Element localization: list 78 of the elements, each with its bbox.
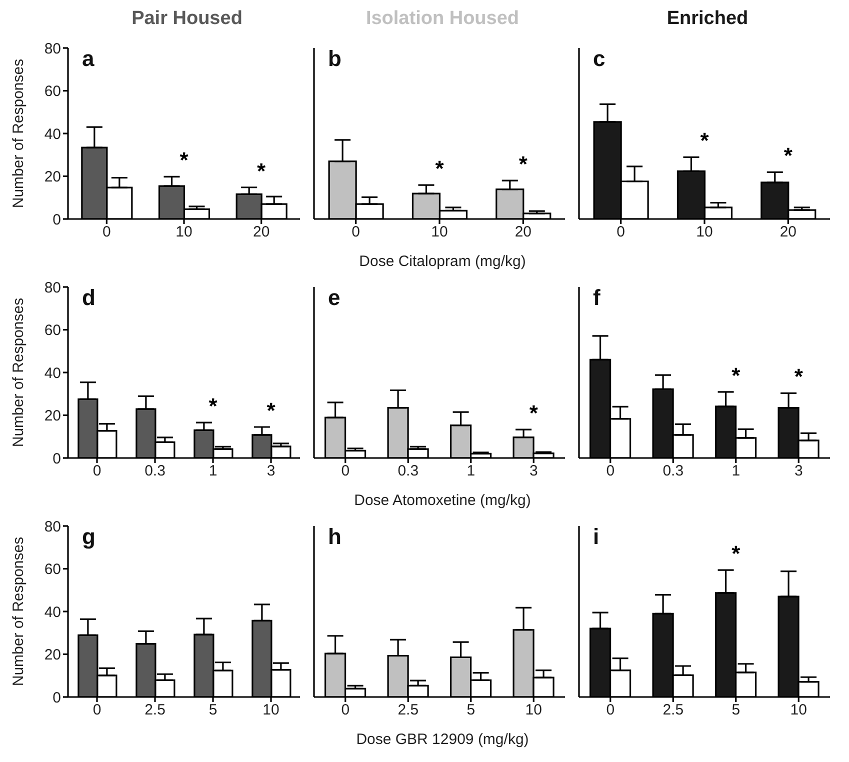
x-tick-label: 0 [102, 224, 111, 241]
annotation: * [257, 158, 266, 184]
y-tick-label: 20 [44, 168, 61, 186]
x-tick-label: 3 [794, 462, 803, 480]
y-axis-title: Number of Responses [10, 536, 28, 686]
annotation: * [794, 364, 804, 390]
x-tick-label: 10 [262, 702, 280, 719]
annotation: g [82, 524, 96, 550]
y-tick-label: 40 [44, 364, 61, 382]
y-tick-label: 0 [52, 211, 61, 228]
y-tick-label: 80 [44, 518, 61, 536]
y-tick-label: 20 [44, 408, 61, 425]
x-tick-label: 0.3 [398, 462, 419, 480]
x-tick-label: 0 [341, 462, 350, 480]
x-tick-label: 0 [341, 702, 350, 719]
x-axis-title: Dose GBR 12909 (mg/kg) [356, 731, 529, 748]
x-tick-label: 1 [732, 462, 740, 480]
annotation: * [784, 143, 793, 168]
chart-title: Enriched [666, 8, 750, 31]
annotation: * [208, 394, 218, 419]
y-axis-title: Number of Responses [10, 58, 28, 208]
x-tick-label: 10 [790, 702, 807, 719]
y-tick-label: 80 [44, 279, 61, 296]
x-tick-label: 0 [606, 462, 615, 480]
x-tick-label: 10 [525, 702, 542, 719]
annotation: h [328, 524, 342, 550]
annotation: c [593, 46, 606, 72]
y-tick-label: 60 [44, 83, 61, 100]
annotation: f [593, 285, 600, 311]
x-tick-label: 5 [466, 702, 476, 719]
y-tick-label: 60 [44, 322, 61, 340]
annotation: * [518, 152, 528, 177]
x-tick-label: 10 [176, 224, 192, 241]
x-tick-label: 20 [252, 224, 270, 241]
annotation: * [266, 398, 276, 424]
y-tick-label: 60 [44, 561, 61, 578]
y-tick-label: 0 [52, 689, 61, 706]
x-tick-label: 2.5 [144, 702, 166, 719]
x-tick-label: 0 [616, 224, 626, 241]
annotation: * [529, 400, 538, 426]
x-tick-label: 20 [514, 224, 532, 241]
annotation: e [328, 285, 340, 311]
y-tick-label: 0 [52, 450, 61, 468]
x-tick-label: 10 [696, 224, 713, 241]
x-tick-label: 0 [606, 702, 615, 719]
x-tick-label: 3 [266, 462, 276, 480]
x-tick-label: 0.3 [662, 462, 684, 480]
annotation: * [180, 148, 189, 173]
x-tick-label: 0.3 [144, 462, 166, 480]
x-tick-label: 20 [780, 224, 797, 241]
annotation: b [328, 46, 342, 72]
annotation: * [700, 128, 710, 154]
x-tick-label: 1 [466, 462, 476, 480]
annotation: i [593, 524, 600, 550]
x-tick-label: 3 [529, 462, 538, 480]
y-tick-label: 80 [44, 40, 61, 58]
annotation: * [435, 156, 444, 182]
x-axis-title: Dose Atomoxetine (mg/kg) [354, 492, 531, 509]
x-tick-label: 2.5 [398, 702, 419, 719]
y-tick-label: 40 [44, 126, 61, 143]
x-tick-label: 0 [92, 702, 102, 719]
x-tick-label: 0 [92, 462, 102, 480]
x-tick-label: 1 [208, 462, 218, 480]
annotation: d [82, 285, 96, 311]
y-tick-label: 40 [44, 604, 61, 621]
annotation: * [732, 541, 741, 566]
chart-title: Isolation Housed [364, 8, 520, 31]
x-tick-label: 5 [208, 702, 218, 719]
x-tick-label: 5 [732, 702, 740, 719]
chart-title: Pair Housed [130, 8, 244, 31]
x-tick-label: 10 [431, 224, 448, 241]
annotation: a [82, 46, 94, 72]
x-tick-label: 2.5 [662, 702, 684, 719]
y-tick-label: 20 [44, 646, 61, 664]
y-axis-title: Number of Responses [10, 298, 28, 448]
annotation: * [732, 362, 741, 388]
x-tick-label: 0 [352, 224, 360, 241]
x-axis-title: Dose Citalopram (mg/kg) [359, 253, 526, 270]
